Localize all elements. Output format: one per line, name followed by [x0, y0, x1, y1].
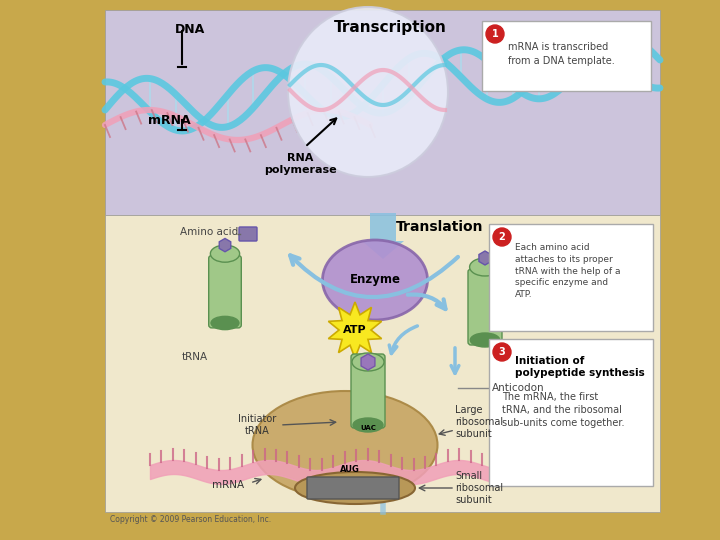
Text: ATP: ATP	[343, 325, 366, 335]
Text: Anticodon: Anticodon	[492, 383, 544, 393]
FancyBboxPatch shape	[351, 354, 385, 428]
Text: 3: 3	[499, 347, 505, 357]
Text: RNA
polymerase: RNA polymerase	[264, 153, 336, 176]
Text: Transcription: Transcription	[333, 20, 446, 35]
Bar	[105, 10, 660, 215]
Circle shape	[493, 228, 511, 246]
FancyArrow shape	[362, 213, 404, 259]
Ellipse shape	[288, 7, 448, 177]
Ellipse shape	[211, 316, 239, 329]
Circle shape	[493, 343, 511, 361]
Circle shape	[486, 25, 504, 43]
Polygon shape	[328, 302, 382, 358]
Text: mRNA: mRNA	[148, 113, 191, 126]
Bar	[105, 215, 660, 512]
Text: Translation: Translation	[396, 220, 484, 234]
Text: 1: 1	[492, 29, 498, 39]
Text: Small
ribosomal
subunit: Small ribosomal subunit	[455, 470, 503, 505]
Text: Each amino acid
attaches to its proper
tRNA with the help of a
specific enzyme a: Each amino acid attaches to its proper t…	[515, 243, 621, 299]
FancyBboxPatch shape	[239, 227, 257, 241]
Text: Amino acid: Amino acid	[180, 227, 238, 237]
Ellipse shape	[253, 391, 438, 499]
Ellipse shape	[323, 240, 428, 320]
FancyBboxPatch shape	[489, 224, 653, 331]
Ellipse shape	[470, 333, 500, 347]
Ellipse shape	[352, 353, 384, 371]
FancyBboxPatch shape	[482, 21, 651, 91]
FancyBboxPatch shape	[489, 339, 653, 486]
Text: Initiation of
polypeptide synthesis: Initiation of polypeptide synthesis	[515, 356, 644, 379]
Text: The mRNA, the first
tRNA, and the ribosomal
sub-units come together.: The mRNA, the first tRNA, and the riboso…	[502, 392, 624, 428]
Ellipse shape	[295, 472, 415, 504]
Text: mRNA: mRNA	[212, 480, 244, 490]
Ellipse shape	[353, 418, 383, 432]
FancyBboxPatch shape	[468, 269, 502, 345]
FancyBboxPatch shape	[209, 255, 241, 328]
Text: 2: 2	[499, 232, 505, 242]
Text: AUG: AUG	[340, 465, 360, 475]
Text: Copyright © 2009 Pearson Education, Inc.: Copyright © 2009 Pearson Education, Inc.	[110, 516, 271, 524]
Text: tRNA: tRNA	[182, 352, 208, 362]
Text: DNA: DNA	[175, 23, 205, 36]
Text: Initiator
tRNA: Initiator tRNA	[238, 414, 276, 436]
Text: Large
ribosomal
subunit: Large ribosomal subunit	[455, 404, 503, 440]
Text: UAC: UAC	[360, 425, 376, 431]
FancyBboxPatch shape	[307, 477, 399, 499]
Text: mRNA is transcribed
from a DNA template.: mRNA is transcribed from a DNA template.	[508, 43, 615, 65]
Ellipse shape	[210, 245, 240, 262]
Text: Enzyme: Enzyme	[349, 273, 400, 287]
Ellipse shape	[469, 258, 500, 276]
